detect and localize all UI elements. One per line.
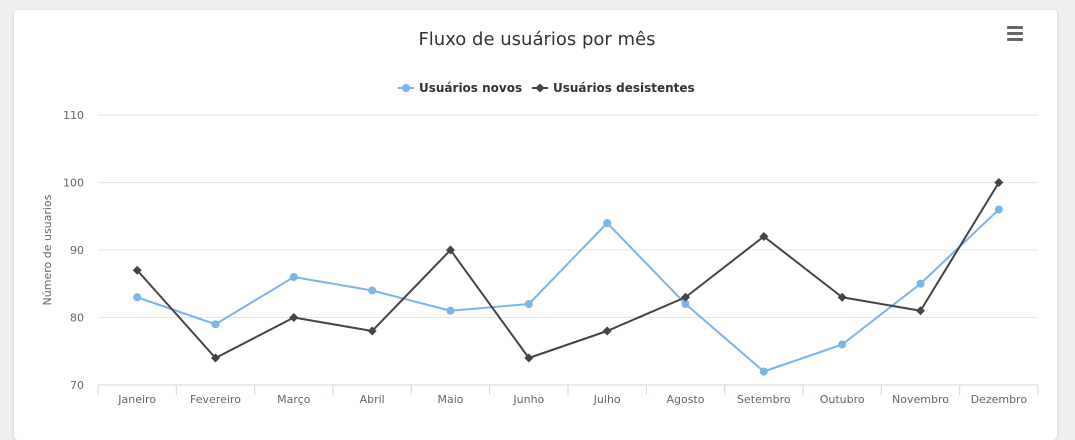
x-tick-label: Março bbox=[277, 393, 311, 406]
x-tick-label: Julho bbox=[593, 393, 621, 406]
x-tick-label: Agosto bbox=[666, 393, 704, 406]
y-tick-label: 110 bbox=[63, 109, 84, 122]
data-point[interactable] bbox=[368, 286, 377, 295]
x-tick-label: Dezembro bbox=[971, 393, 1028, 406]
data-point[interactable] bbox=[446, 306, 455, 315]
x-tick-label: Outubro bbox=[820, 393, 865, 406]
data-point[interactable] bbox=[759, 367, 768, 376]
data-point[interactable] bbox=[524, 300, 533, 308]
series-1 bbox=[133, 205, 1003, 376]
hamburger-menu-icon[interactable] bbox=[1003, 24, 1027, 44]
data-point[interactable] bbox=[289, 313, 299, 322]
x-tick-label: Junho bbox=[512, 393, 544, 406]
x-tick-label: Fevereiro bbox=[190, 393, 241, 406]
legend-item[interactable]: Usuários novos bbox=[398, 81, 522, 95]
data-point[interactable] bbox=[524, 353, 534, 363]
series-group bbox=[132, 178, 1004, 376]
x-tick-label: Setembro bbox=[737, 393, 791, 406]
y-tick-label: 80 bbox=[70, 312, 84, 325]
y-axis-ticks: 110 100 90 80 70 bbox=[63, 109, 84, 392]
legend-marker-diamond bbox=[535, 83, 545, 93]
legend-label: Usuários novos bbox=[419, 81, 522, 95]
chart-legend: Usuários novos Usuários desistentes bbox=[398, 81, 695, 95]
data-point[interactable] bbox=[994, 178, 1004, 187]
data-point[interactable] bbox=[681, 300, 690, 308]
series-line bbox=[136, 208, 1000, 373]
data-point[interactable] bbox=[367, 326, 377, 336]
data-point[interactable] bbox=[759, 232, 769, 241]
y-tick-label: 70 bbox=[70, 379, 84, 392]
y-axis-title: Número de usuarios bbox=[41, 194, 54, 305]
data-point[interactable] bbox=[994, 205, 1003, 214]
data-point[interactable] bbox=[602, 326, 612, 336]
x-tick-label: Abril bbox=[360, 393, 385, 406]
legend-label: Usuários desistentes bbox=[553, 81, 695, 95]
series-line bbox=[136, 181, 1000, 359]
data-point[interactable] bbox=[446, 245, 455, 255]
x-tick-label: Maio bbox=[437, 393, 463, 406]
data-point[interactable] bbox=[132, 265, 142, 275]
data-point[interactable] bbox=[289, 273, 298, 281]
x-axis: Janeiro Fevereiro Março Abril Maio Junho Julho… bbox=[97, 384, 1039, 406]
line-chart: Fluxo de usuários por mês Usuários novos… bbox=[41, 29, 1039, 406]
data-point[interactable] bbox=[211, 353, 220, 363]
legend-item[interactable]: Usuários desistentes bbox=[532, 81, 695, 95]
data-point[interactable] bbox=[837, 292, 847, 302]
x-tick-label: Janeiro bbox=[117, 393, 156, 406]
legend-marker-circle bbox=[402, 84, 410, 92]
grid-lines bbox=[98, 114, 1038, 318]
data-point[interactable] bbox=[838, 340, 847, 349]
y-tick-label: 100 bbox=[63, 177, 84, 190]
x-tick-label: Novembro bbox=[892, 393, 949, 406]
y-tick-label: 90 bbox=[70, 244, 84, 257]
data-point[interactable] bbox=[603, 219, 612, 227]
chart-title: Fluxo de usuários por mês bbox=[418, 29, 655, 50]
data-point[interactable] bbox=[916, 279, 925, 288]
series-2 bbox=[132, 178, 1004, 363]
data-point[interactable] bbox=[916, 306, 925, 316]
data-point[interactable] bbox=[133, 293, 142, 302]
chart-card bbox=[14, 10, 1057, 440]
data-point[interactable] bbox=[211, 320, 220, 329]
data-point[interactable] bbox=[681, 292, 690, 302]
